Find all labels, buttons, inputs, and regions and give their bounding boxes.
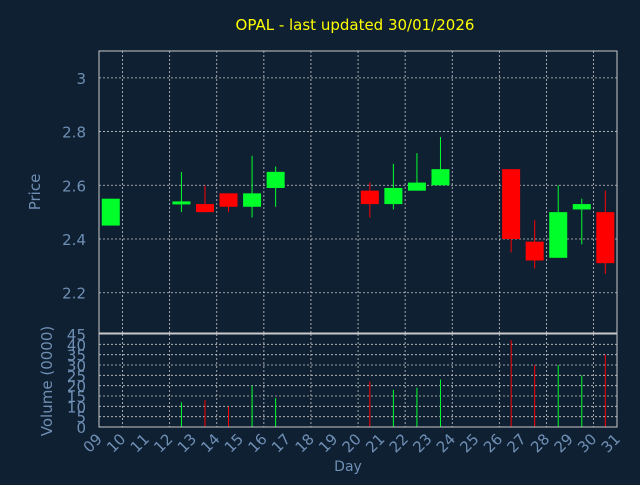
candles-layer [101,136,615,274]
volume-tick-label: 35 [67,347,86,365]
price-tick-label: 2.6 [62,177,86,195]
candle-body [243,193,262,207]
candle-body [219,193,238,207]
candle-body [266,171,285,188]
volume-tick-label: 0 [76,419,86,437]
chart-title: OPAL - last updated 30/01/2026 [236,16,475,34]
candle-body [431,169,450,186]
candle-body [502,169,521,239]
x-axis-label: Day [334,459,362,475]
candle-body [407,182,426,191]
price-tick-label: 2.2 [62,285,86,303]
volume-tick-label: 30 [67,357,86,375]
volume-tick-label: 45 [67,326,86,344]
candle-body [384,187,403,205]
candle-body [525,241,544,261]
plot-frames [98,50,618,428]
candle-body [549,212,568,258]
price-tick-label: 3 [76,70,86,88]
volume-plot-frame [98,333,618,428]
volume-tick-label: 25 [67,367,86,385]
candle-body [572,204,591,210]
volume-tick-label: 10 [67,398,86,416]
price-tick-label: 2.4 [62,231,86,249]
price-tick-label: 2.8 [62,124,86,142]
volume-bars-layer [180,340,606,427]
price-plot-frame [98,50,618,334]
volume-tick-label: 15 [67,388,86,406]
volume-grid [99,334,617,427]
candle-body [360,190,379,205]
price-grid [99,51,617,333]
candle-body [195,204,214,213]
volume-axis-label: Volume (0000) [38,326,56,436]
candle-body [596,212,615,264]
volume-tick-label: 20 [67,378,86,396]
candle-body [172,201,191,205]
volume-tick-label: 5 [76,409,86,427]
price-axis-label: Price [26,174,44,211]
candle-body [101,198,120,226]
volume-tick-label: 40 [67,336,86,354]
